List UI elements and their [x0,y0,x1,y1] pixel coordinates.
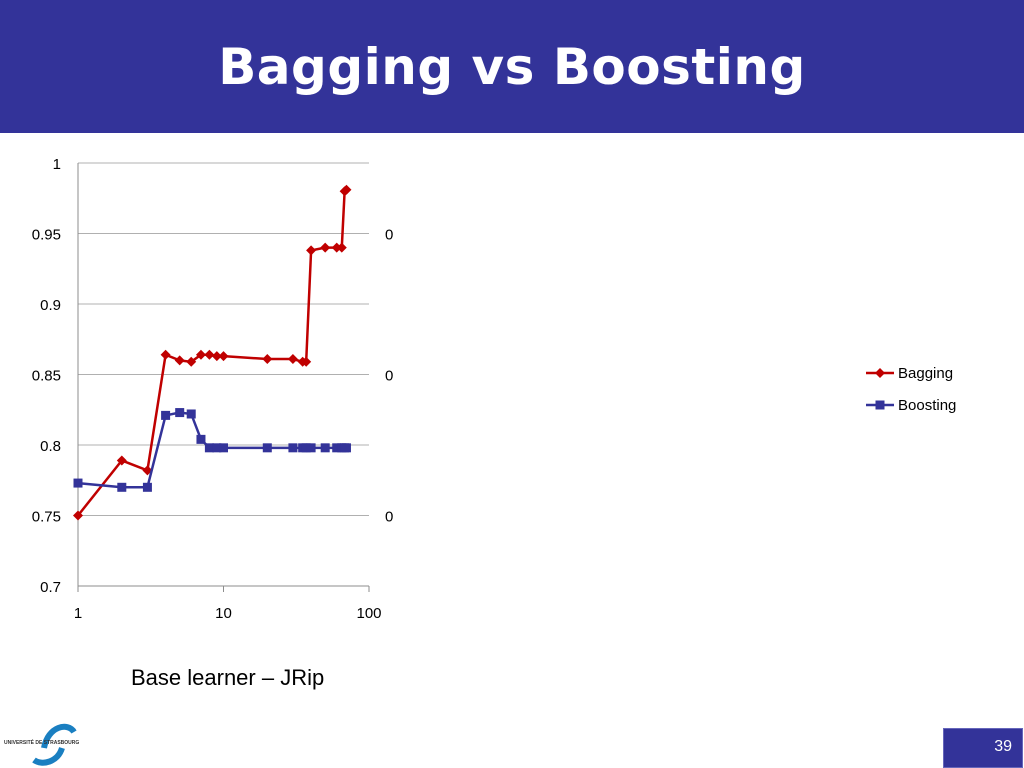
y-tick-label: 0.75 [32,509,61,526]
x-tick-label: 10 [215,605,232,622]
data-point-boosting [320,443,330,453]
data-point-bagging [204,349,215,360]
y-tick-label: 0.95 [32,227,61,244]
data-point-bagging [262,353,273,364]
data-point-bagging [341,184,352,195]
logo-lower-arc [32,746,65,766]
university-logo: UNIVERSITÉ DE STRASBOURG [4,723,79,766]
data-point-boosting [262,443,272,453]
data-point-boosting [73,478,83,488]
data-point-boosting [306,443,316,453]
chart-caption: Base learner – JRip [131,665,325,690]
right-axis-label-partial: 0 [385,227,393,244]
data-point-bagging [116,455,127,466]
x-tick-label: 1 [74,605,82,622]
data-point-bagging [331,242,342,253]
x-tick-label: 100 [356,605,381,622]
slide-title: Bagging vs Boosting [218,38,806,96]
y-tick-label: 1 [53,156,61,173]
y-tick-label: 0.7 [40,579,61,596]
data-point-boosting [117,482,127,492]
data-point-boosting [212,443,222,453]
data-point-bagging [174,355,185,366]
y-tick-label: 0.9 [40,297,61,314]
data-point-boosting [142,482,152,492]
data-point-bagging [336,242,347,253]
legend-marker-boosting [875,400,885,410]
logo-text: UNIVERSITÉ DE STRASBOURG [4,738,79,746]
data-point-boosting [341,443,351,453]
data-point-boosting [161,410,171,420]
data-point-bagging [320,242,331,253]
data-point-bagging [287,353,298,364]
right-axis-label-partial: 0 [385,368,393,385]
data-point-boosting [219,443,228,453]
data-point-boosting [204,443,214,453]
data-point-boosting [288,443,298,453]
right-axis-label-partial: 0 [385,509,393,526]
data-point-bagging [186,356,197,367]
data-point-boosting [186,409,196,419]
page-number-box: 39 [943,728,1023,768]
data-point-boosting [196,434,206,444]
data-point-bagging [160,349,171,360]
data-point-bagging [195,349,206,360]
y-tick-label: 0.8 [40,438,61,455]
data-point-bagging [211,351,222,362]
legend-label-bagging: Bagging [898,365,953,382]
line-chart: 0.7 0.75 0.8 0.85 0.9 0.95 1 1 10 100 0 0 0 Bagging Bo… [32,156,957,622]
legend-label-boosting: Boosting [898,397,956,414]
data-point-boosting [332,443,342,453]
data-point-boosting [175,408,185,418]
data-point-boosting [301,443,311,453]
page-number: 39 [994,738,1012,755]
data-point-bagging [218,351,229,362]
title-bar [0,0,1024,133]
legend-marker-bagging [875,368,885,378]
y-tick-label: 0.85 [32,368,61,385]
data-point-bagging [73,510,83,521]
data-point-bagging [306,245,317,256]
data-point-bagging [301,356,312,367]
logo-upper-arc [41,723,77,749]
